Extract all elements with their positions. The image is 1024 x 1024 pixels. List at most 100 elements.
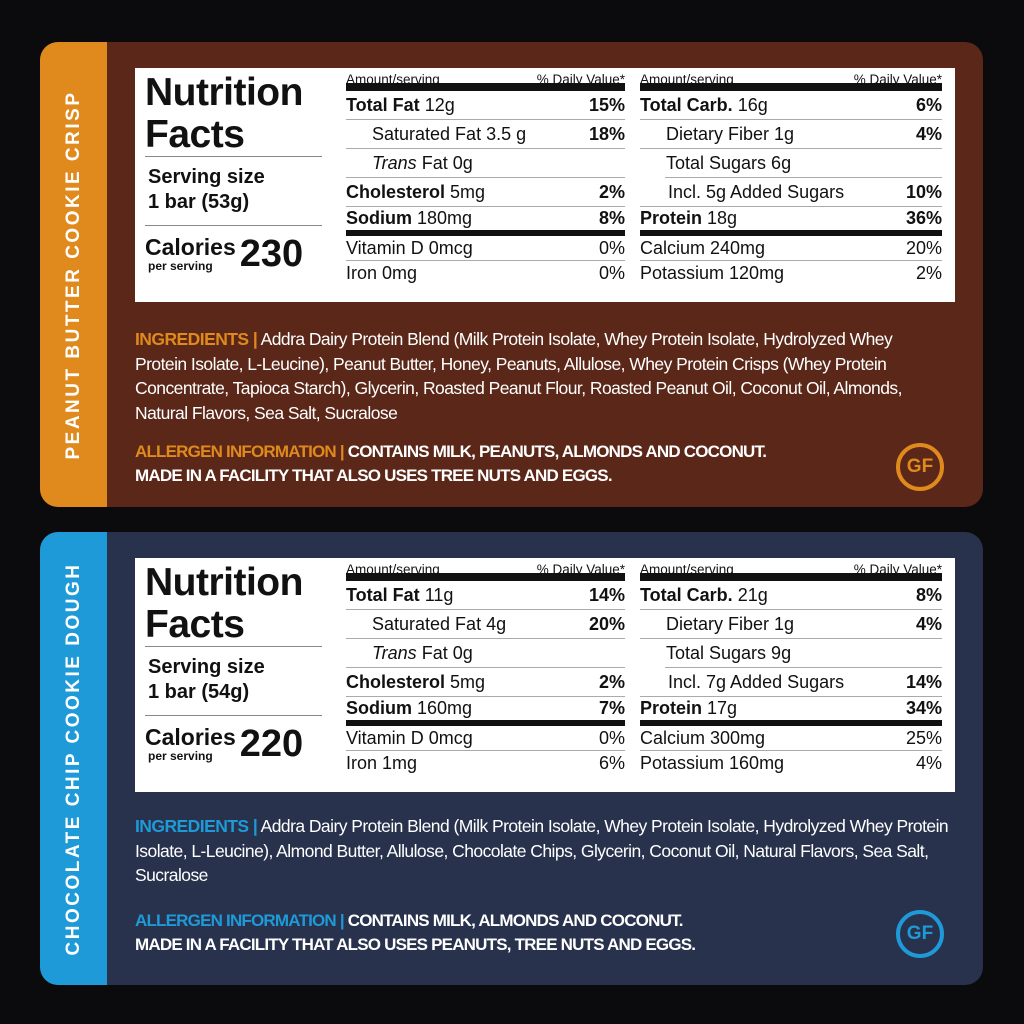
nutrient-name: Incl. 7g Added Sugars (668, 671, 845, 692)
nutrient-label: Incl. 5g Added Sugars (640, 182, 844, 203)
micronutrient-label: Vitamin D 0mcg (346, 727, 473, 748)
nutrient-label: Total Sugars 9g (665, 643, 791, 664)
allergen-info: ALLERGEN INFORMATION | CONTAINS MILK, AL… (135, 909, 696, 957)
nutrient-name: Total Fat (346, 584, 420, 605)
micronutrient-label: Calcium 300mg (640, 727, 766, 748)
nutrient-dv: 7% (598, 698, 625, 718)
nutrient-label: Saturated Fat 4g (346, 614, 506, 635)
nutrient-name: Saturated Fat 4g (372, 613, 507, 634)
nutrient-label: Trans Fat 0g (346, 153, 473, 174)
label-left-column: Nutrition Facts Serving size 1 bar (54g) Ca… (145, 558, 322, 763)
calories-label: Calories (145, 724, 236, 750)
calories-label-wrap: Calories per serving (145, 236, 236, 273)
nutrient-row: Total Sugars 9g (665, 639, 942, 668)
nutrient-name: Sodium (346, 698, 412, 718)
product-name: PEANUT BUTTER COOKIE CRISP (62, 89, 84, 460)
nutrient-row: Dietary Fiber 1g 4% (640, 610, 942, 639)
nutrient-row: Trans Fat 0g (346, 149, 625, 178)
allergen-info: ALLERGEN INFORMATION | CONTAINS MILK, PE… (135, 440, 767, 488)
micronutrient-row: Vitamin D 0mcg 0% (346, 236, 625, 261)
nutrient-name: Cholesterol (346, 671, 446, 692)
nutrient-row: Total Fat 12g 15% (346, 91, 625, 120)
nutrient-amount: 0g (452, 642, 473, 663)
left-nutrient-column: Amount/serving % Daily Value* Total Fat 11… (346, 558, 625, 776)
nutrient-amount: 0g (452, 152, 473, 173)
nutrient-row: Total Carb. 16g 6% (640, 91, 942, 120)
calories-label-wrap: Calories per serving (145, 724, 236, 763)
nutrient-label-italic: Trans (372, 152, 417, 173)
product-card: CHOCOLATE CHIP COOKIE DOUGH Nutrition Fac… (40, 532, 983, 985)
nutrient-row: Sodium 160mg 7% (346, 697, 625, 726)
label-left-column: Nutrition Facts Serving size 1 bar (53g) Ca… (145, 68, 322, 275)
nutrient-name: Dietary Fiber 1g (666, 613, 795, 634)
micronutrient-dv: 20% (905, 237, 942, 258)
micronutrient-dv: 0% (598, 237, 625, 258)
nutrient-amount: 18g (707, 208, 738, 228)
nutrient-row: Sodium 180mg 8% (346, 207, 625, 236)
nutrient-name: Cholesterol (346, 181, 446, 202)
nutrient-name: Protein (640, 698, 703, 718)
ingredients: INGREDIENTS | Addra Dairy Protein Blend … (135, 327, 925, 425)
nutrient-row: Trans Fat 0g (346, 639, 625, 668)
nutrient-name: Fat (421, 152, 448, 173)
nutrient-dv: 2% (598, 181, 625, 202)
right-nutrient-column: Amount/serving % Daily Value* Total Carb. … (640, 68, 942, 286)
nutrient-amount: 180mg (417, 208, 473, 228)
nutrient-name: Total Carb. (640, 94, 733, 115)
dv-header: % Daily Value* (536, 72, 625, 87)
amount-header: Amount/serving (346, 562, 440, 577)
dv-header: % Daily Value* (853, 562, 942, 577)
nutrient-label: Protein 18g (640, 208, 737, 229)
left-nutrient-column: Amount/serving % Daily Value* Total Fat 12… (346, 68, 625, 286)
ingredients-label: INGREDIENTS | (135, 816, 258, 836)
amount-header: Amount/serving (640, 562, 734, 577)
nutrient-dv: 2% (598, 671, 625, 692)
nutrient-row: Saturated Fat 4g 20% (346, 610, 625, 639)
nutrient-dv: 14% (588, 584, 625, 605)
nutrient-row: Dietary Fiber 1g 4% (640, 120, 942, 149)
nutrition-facts-title: Nutrition Facts (145, 71, 303, 156)
divider (145, 156, 322, 157)
nutrient-amount: 5mg (450, 671, 486, 692)
micronutrient-label: Vitamin D 0mcg (346, 237, 473, 258)
nutrient-dv: 8% (598, 208, 625, 228)
nutrient-dv: 14% (905, 671, 942, 692)
calories-sub: per serving (148, 259, 213, 273)
nutrient-label: Protein 17g (640, 698, 737, 719)
column-header: Amount/serving % Daily Value* (640, 68, 942, 91)
nutrient-dv: 10% (905, 181, 942, 202)
nutrient-label: Cholesterol 5mg (346, 672, 485, 693)
nutrient-dv: 4% (915, 123, 942, 144)
nutrient-row: Total Fat 11g 14% (346, 581, 625, 610)
nutrition-label: Nutrition Facts Serving size 1 bar (54g) Ca… (135, 558, 955, 792)
micronutrient-row: Vitamin D 0mcg 0% (346, 726, 625, 751)
calories-value: 230 (239, 233, 304, 275)
nutrient-name: Total Sugars 9g (666, 642, 792, 663)
nutrient-name: Total Carb. (640, 584, 733, 605)
nutrient-label: Sodium 160mg (346, 698, 472, 719)
allergen-line-1: CONTAINS MILK, PEANUTS, ALMONDS AND COCO… (347, 442, 767, 461)
dv-header: % Daily Value* (853, 72, 942, 87)
nutrient-amount: 16g (737, 94, 768, 115)
nutrient-amount: 11g (424, 584, 454, 605)
micronutrient-label: Iron 0mg (346, 263, 418, 283)
serving-size-label: Serving size (148, 166, 265, 188)
nutrient-label: Cholesterol 5mg (346, 182, 485, 203)
nutrient-dv: 36% (905, 208, 942, 228)
nutrient-label: Sodium 180mg (346, 208, 472, 229)
micronutrient-dv: 0% (598, 727, 625, 748)
micronutrient-dv: 25% (905, 727, 942, 748)
product-card: PEANUT BUTTER COOKIE CRISP Nutrition Fact… (40, 42, 983, 507)
nutrient-amount: 5mg (450, 181, 486, 202)
micronutrient-dv: 4% (915, 753, 942, 773)
allergen-label: ALLERGEN INFORMATION | (135, 442, 345, 461)
column-header: Amount/serving % Daily Value* (346, 68, 625, 91)
nutrient-amount: 12g (424, 94, 455, 115)
gluten-free-badge: GF (896, 910, 944, 958)
micronutrient-label: Potassium 160mg (640, 753, 785, 773)
right-nutrient-column: Amount/serving % Daily Value* Total Carb. … (640, 558, 942, 776)
calories-sub: per serving (148, 749, 213, 763)
nutrient-label: Total Sugars 6g (665, 153, 791, 174)
side-strip: CHOCOLATE CHIP COOKIE DOUGH (40, 532, 107, 985)
ingredients: INGREDIENTS | Addra Dairy Protein Blend … (135, 814, 965, 888)
